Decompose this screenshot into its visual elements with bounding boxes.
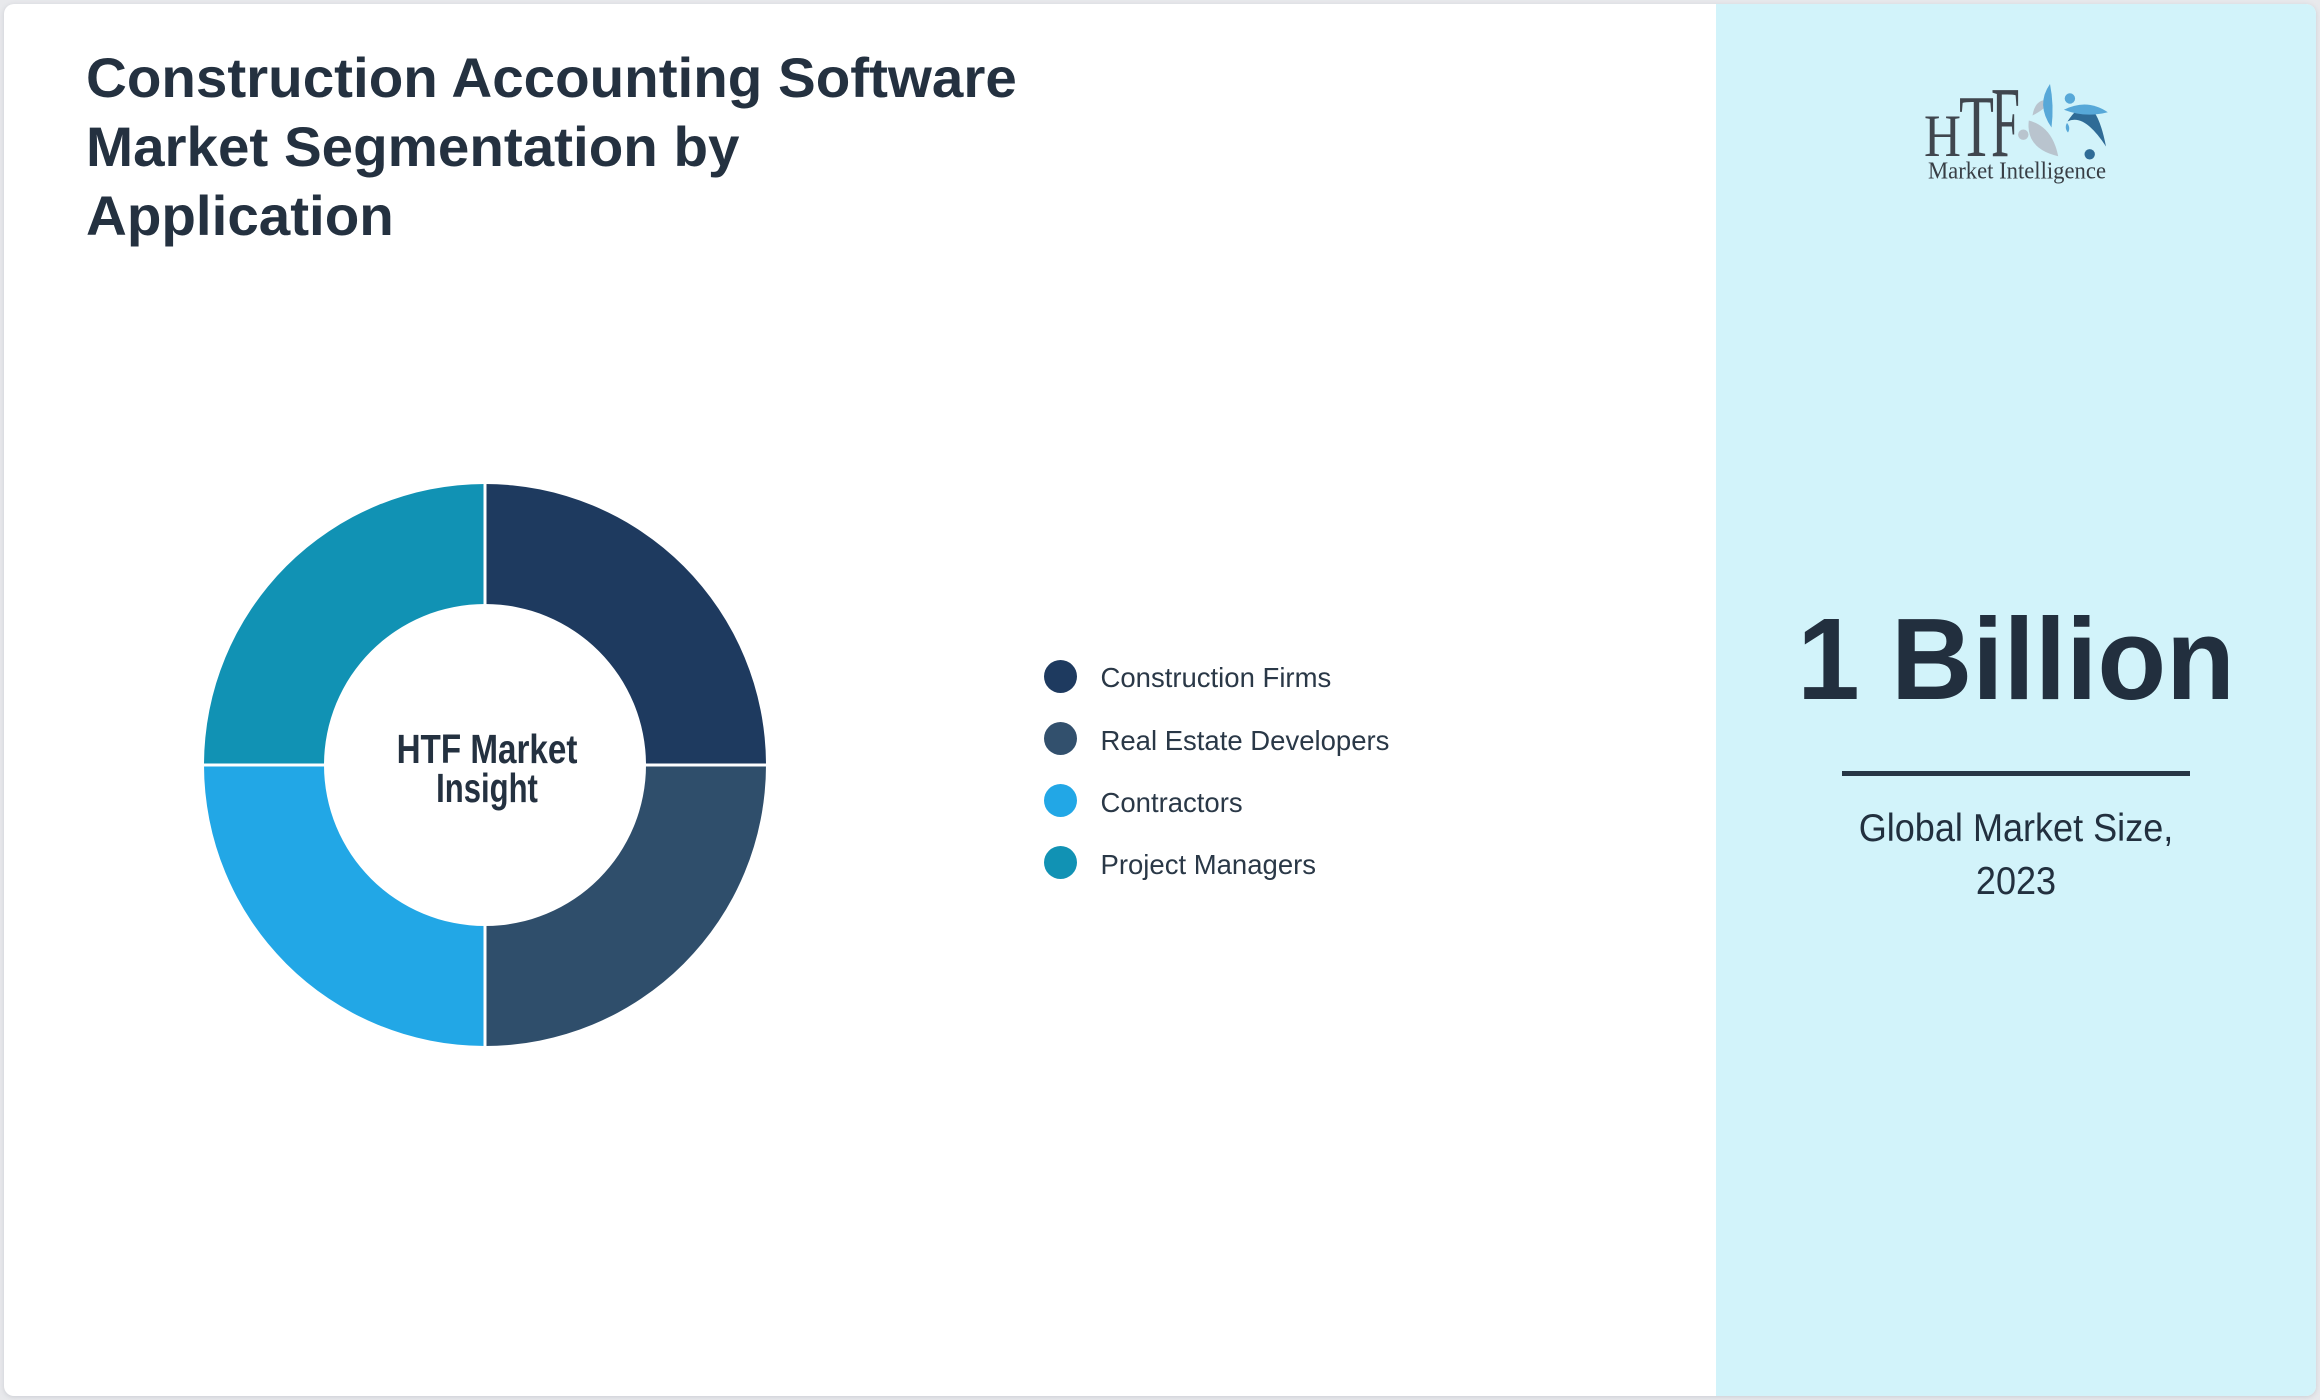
svg-text:T: T (1959, 79, 1994, 176)
svg-text:Market Intelligence: Market Intelligence (1928, 157, 2106, 184)
svg-text:F: F (1991, 66, 2020, 178)
svg-text:H: H (1924, 103, 1961, 169)
